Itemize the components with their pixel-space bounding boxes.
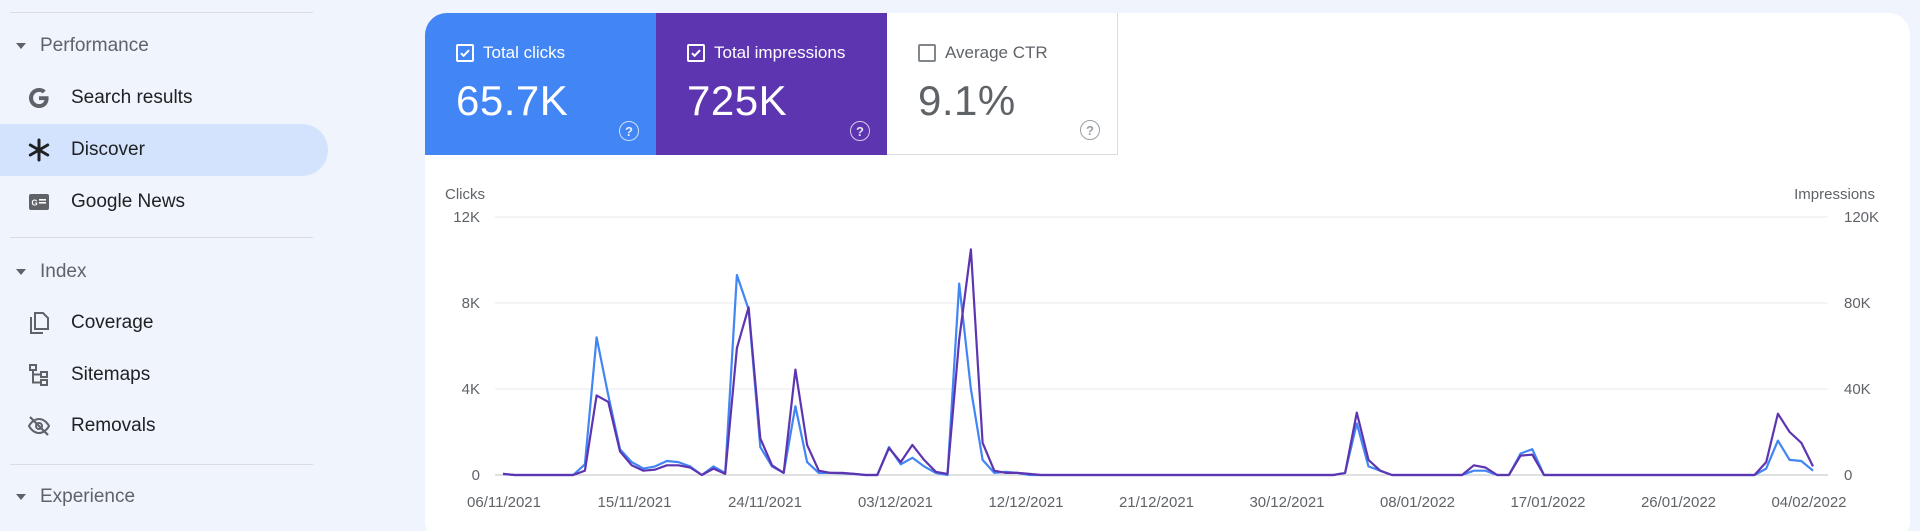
x-tick-label: 15/11/2021 bbox=[598, 494, 672, 511]
y-right-tick-label: 120K bbox=[1844, 209, 1879, 226]
google-g-icon bbox=[24, 83, 54, 113]
series-line-clicks bbox=[502, 273, 1814, 477]
checkbox-unchecked-icon[interactable] bbox=[918, 44, 936, 62]
help-icon[interactable]: ? bbox=[1080, 120, 1100, 140]
metric-total-impressions[interactable]: Total impressions 725K ? bbox=[656, 13, 887, 155]
sitemap-icon bbox=[24, 360, 54, 390]
section-label: Experience bbox=[40, 486, 136, 507]
sidebar-item-label: Google News bbox=[71, 191, 186, 212]
performance-card: Total clicks 65.7K ? Total impressions 7… bbox=[425, 13, 1910, 531]
eye-off-icon bbox=[24, 411, 54, 441]
pages-icon bbox=[24, 308, 54, 338]
svg-text:G: G bbox=[32, 199, 38, 208]
y-left-tick-label: 4K bbox=[462, 381, 480, 398]
series-line-impressions bbox=[502, 248, 1814, 477]
section-label: Performance bbox=[40, 35, 149, 56]
y-right-axis-title: Impressions bbox=[1794, 186, 1875, 203]
sidebar-item-label: Search results bbox=[71, 87, 193, 108]
x-tick-label: 08/01/2022 bbox=[1380, 494, 1455, 511]
y-left-tick-label: 12K bbox=[453, 209, 480, 226]
metric-label: Average CTR bbox=[945, 43, 1048, 62]
divider bbox=[10, 12, 313, 13]
metric-value: 65.7K bbox=[456, 77, 569, 124]
news-icon: G bbox=[24, 187, 54, 217]
section-experience[interactable]: Experience bbox=[0, 477, 320, 517]
metric-value: 725K bbox=[687, 77, 788, 124]
x-tick-label: 12/12/2021 bbox=[988, 494, 1063, 511]
caret-down-icon bbox=[16, 43, 26, 49]
x-tick-label: 24/11/2021 bbox=[728, 494, 802, 511]
metric-value: 9.1% bbox=[918, 77, 1016, 124]
y-left-tick-label: 8K bbox=[462, 295, 480, 312]
help-icon[interactable]: ? bbox=[850, 121, 870, 141]
x-tick-label: 26/01/2022 bbox=[1641, 494, 1716, 511]
metric-average-ctr[interactable]: Average CTR 9.1% ? bbox=[887, 13, 1118, 155]
sidebar-item-label: Removals bbox=[71, 415, 156, 436]
metric-label: Total clicks bbox=[483, 43, 566, 62]
sidebar-item-label: Discover bbox=[71, 139, 145, 160]
x-tick-label: 17/01/2022 bbox=[1510, 494, 1585, 511]
x-tick-label: 03/12/2021 bbox=[858, 494, 933, 511]
divider bbox=[10, 237, 313, 238]
caret-down-icon bbox=[16, 494, 26, 500]
x-tick-label: 30/12/2021 bbox=[1249, 494, 1324, 511]
x-tick-label: 06/11/2021 bbox=[467, 494, 541, 511]
section-label: Index bbox=[40, 261, 87, 282]
section-index[interactable]: Index bbox=[0, 252, 320, 292]
x-tick-label: 04/02/2022 bbox=[1771, 494, 1846, 511]
help-icon[interactable]: ? bbox=[619, 121, 639, 141]
checkbox-checked-icon[interactable] bbox=[456, 44, 474, 62]
sidebar-item-label: Coverage bbox=[71, 312, 154, 333]
y-right-tick-label: 80K bbox=[1844, 295, 1871, 312]
y-right-tick-label: 40K bbox=[1844, 381, 1871, 398]
sidebar-item-label: Sitemaps bbox=[71, 364, 151, 385]
section-performance[interactable]: Performance bbox=[0, 26, 320, 66]
sidebar-item-sitemaps[interactable]: Sitemaps bbox=[0, 349, 328, 401]
checkbox-checked-icon[interactable] bbox=[687, 44, 705, 62]
sidebar-item-search-results[interactable]: Search results bbox=[0, 72, 328, 124]
sidebar-item-discover[interactable]: Discover bbox=[0, 124, 328, 176]
y-left-axis-title: Clicks bbox=[445, 186, 485, 203]
metric-total-clicks[interactable]: Total clicks 65.7K ? bbox=[425, 13, 656, 155]
asterisk-icon bbox=[24, 135, 54, 165]
y-left-tick-label: 0 bbox=[472, 467, 480, 484]
sidebar-nav: Performance Search results Discover G Go… bbox=[0, 0, 340, 531]
metric-label: Total impressions bbox=[714, 43, 846, 62]
sidebar-item-coverage[interactable]: Coverage bbox=[0, 297, 328, 349]
sidebar-item-google-news[interactable]: G Google News bbox=[0, 176, 328, 228]
divider bbox=[10, 464, 313, 465]
caret-down-icon bbox=[16, 269, 26, 275]
y-right-tick-label: 0 bbox=[1844, 467, 1852, 484]
sidebar-item-removals[interactable]: Removals bbox=[0, 400, 328, 452]
x-tick-label: 21/12/2021 bbox=[1119, 494, 1194, 511]
